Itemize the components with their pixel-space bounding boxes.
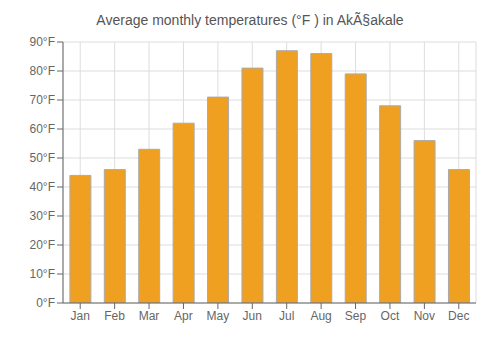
- svg-text:Aug: Aug: [310, 309, 331, 323]
- svg-text:40°F: 40°F: [30, 180, 55, 194]
- svg-text:Oct: Oct: [381, 309, 400, 323]
- svg-text:Nov: Nov: [414, 309, 435, 323]
- svg-text:Jul: Jul: [279, 309, 294, 323]
- svg-text:Feb: Feb: [104, 309, 125, 323]
- svg-text:May: May: [207, 309, 230, 323]
- svg-text:20°F: 20°F: [30, 238, 55, 252]
- svg-text:Sep: Sep: [345, 309, 367, 323]
- svg-text:Dec: Dec: [448, 309, 469, 323]
- svg-text:Jan: Jan: [71, 309, 90, 323]
- svg-text:Mar: Mar: [139, 309, 160, 323]
- svg-text:50°F: 50°F: [30, 151, 55, 165]
- svg-text:90°F: 90°F: [30, 35, 55, 49]
- svg-text:Apr: Apr: [174, 309, 193, 323]
- svg-text:70°F: 70°F: [30, 93, 55, 107]
- svg-text:30°F: 30°F: [30, 209, 55, 223]
- svg-text:0°F: 0°F: [36, 296, 55, 310]
- svg-text:80°F: 80°F: [30, 64, 55, 78]
- svg-text:Jun: Jun: [243, 309, 262, 323]
- html-text:Average monthly temperatures (: Average monthly temperatures (°F ) in Ak…: [96, 12, 404, 28]
- svg-text:60°F: 60°F: [30, 122, 55, 136]
- svg-text:10°F: 10°F: [30, 267, 55, 281]
